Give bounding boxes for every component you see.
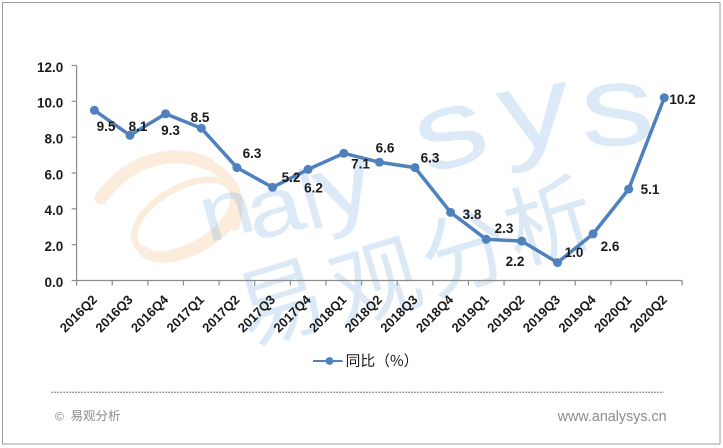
svg-text:9.3: 9.3: [161, 123, 180, 138]
svg-text:10.0: 10.0: [37, 96, 63, 111]
svg-text:0.0: 0.0: [45, 275, 64, 290]
svg-text:6.2: 6.2: [304, 181, 323, 196]
svg-text:2.2: 2.2: [506, 254, 525, 269]
svg-text:6.3: 6.3: [243, 146, 262, 161]
svg-text:10.2: 10.2: [669, 92, 695, 107]
svg-text:6.6: 6.6: [376, 141, 395, 156]
svg-text:7.1: 7.1: [351, 157, 370, 172]
svg-text:2.3: 2.3: [495, 221, 514, 236]
svg-text:2.0: 2.0: [45, 239, 64, 254]
svg-text:2.6: 2.6: [601, 239, 620, 254]
svg-text:6.3: 6.3: [421, 151, 440, 166]
svg-text:12.0: 12.0: [37, 60, 63, 75]
svg-text:4.0: 4.0: [45, 203, 64, 218]
svg-text:8.0: 8.0: [45, 131, 64, 146]
svg-text:3.8: 3.8: [463, 207, 482, 222]
svg-text:5.2: 5.2: [282, 170, 301, 185]
svg-text:www.analysys.cn: www.analysys.cn: [557, 409, 667, 425]
svg-text:9.5: 9.5: [97, 119, 116, 134]
svg-text:8.1: 8.1: [129, 119, 148, 134]
svg-text:8.5: 8.5: [191, 110, 210, 125]
svg-text:1.0: 1.0: [565, 245, 584, 260]
svg-text:©: ©: [55, 409, 64, 423]
svg-text:5.1: 5.1: [641, 182, 660, 197]
svg-text:6.0: 6.0: [45, 167, 64, 182]
svg-text:s: s: [576, 40, 657, 172]
